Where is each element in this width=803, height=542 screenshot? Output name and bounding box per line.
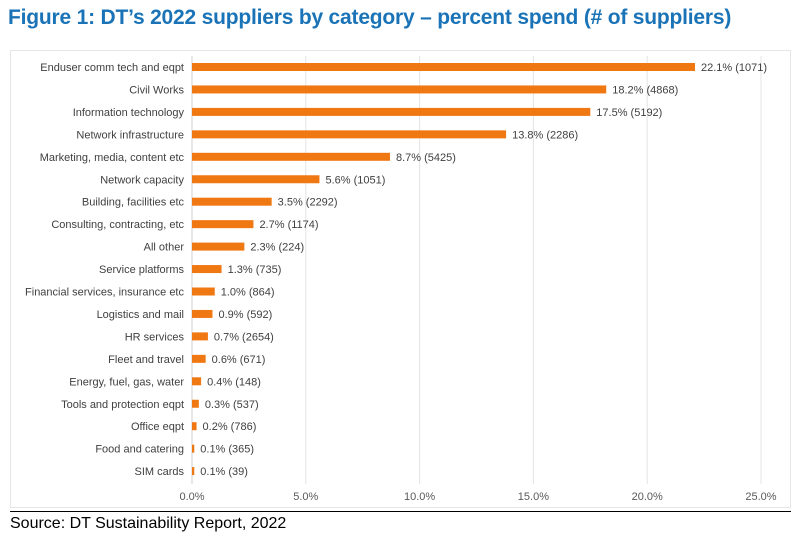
- data-label: 0.1% (39): [200, 466, 248, 478]
- x-tick-label: 0.0%: [179, 491, 204, 503]
- category-label: Marketing, media, content etc: [40, 152, 185, 164]
- bar: [192, 422, 197, 431]
- data-label: 13.8% (2286): [512, 129, 578, 141]
- category-label: Food and catering: [95, 444, 184, 456]
- bar: [192, 175, 320, 184]
- category-label: SIM cards: [134, 466, 184, 478]
- bar: [192, 220, 254, 229]
- source-divider: [10, 511, 791, 512]
- category-label: Network capacity: [100, 174, 184, 186]
- x-tick-label: 25.0%: [745, 491, 776, 503]
- data-label: 2.3% (224): [250, 242, 304, 254]
- category-label: HR services: [125, 331, 185, 343]
- category-label: Information technology: [73, 107, 185, 119]
- category-labels: Enduser comm tech and eqpt Civil Works Inf…: [25, 62, 184, 478]
- data-label: 0.3% (537): [205, 399, 259, 411]
- data-label: 2.7% (1174): [259, 219, 318, 231]
- bar: [192, 467, 195, 476]
- chart-frame: [10, 50, 791, 508]
- bar: [192, 130, 507, 139]
- bar: [192, 107, 591, 116]
- data-label: 0.2% (786): [203, 421, 257, 433]
- category-label: Service platforms: [99, 264, 184, 276]
- x-tick-label: 10.0%: [404, 491, 435, 503]
- x-tick-label: 15.0%: [518, 491, 549, 503]
- data-label: 0.6% (671): [212, 354, 266, 366]
- data-label: 17.5% (5192): [596, 107, 662, 119]
- bar: [192, 399, 199, 408]
- data-label: 0.9% (592): [218, 309, 272, 321]
- bar: [192, 444, 195, 453]
- category-label: Civil Works: [129, 84, 184, 96]
- category-label: Building, facilities etc: [82, 197, 185, 209]
- bar: [192, 242, 245, 251]
- bar: [192, 85, 607, 94]
- bar: [192, 354, 206, 363]
- category-label: Network infrastructure: [76, 129, 184, 141]
- bar: [192, 309, 213, 318]
- data-label: 0.4% (148): [207, 376, 261, 388]
- bar: [192, 287, 215, 296]
- data-label: 5.6% (1051): [325, 174, 385, 186]
- data-label: 18.2% (4868): [612, 84, 678, 96]
- data-label: 1.0% (864): [221, 287, 275, 299]
- bar: [192, 332, 208, 341]
- bar: [192, 377, 202, 386]
- category-label: All other: [144, 242, 185, 254]
- data-label: 8.7% (5425): [396, 152, 456, 164]
- data-label: 0.1% (365): [200, 444, 254, 456]
- x-tick-label: 5.0%: [293, 491, 318, 503]
- category-label: Energy, fuel, gas, water: [69, 376, 184, 388]
- category-label: Logistics and mail: [97, 309, 184, 321]
- category-label: Office eqpt: [131, 421, 184, 433]
- bar: [192, 197, 272, 206]
- category-label: Fleet and travel: [108, 354, 184, 366]
- bar: [192, 265, 222, 274]
- category-label: Financial services, insurance etc: [25, 287, 184, 299]
- category-label: Tools and protection eqpt: [61, 399, 184, 411]
- data-label: 22.1% (1071): [701, 62, 767, 74]
- data-label: 1.3% (735): [228, 264, 282, 276]
- bars: [192, 63, 695, 476]
- data-labels: 22.1% (1071) 18.2% (4868) 17.5% (5192) 13.8…: [200, 62, 767, 478]
- source-note: Source: DT Sustainability Report, 2022: [10, 515, 287, 532]
- data-label: 0.7% (2654): [214, 331, 274, 343]
- x-axis-ticks: 0.0% 5.0% 10.0% 15.0% 20.0% 25.0%: [179, 491, 776, 503]
- category-label: Consulting, contracting, etc: [51, 219, 184, 231]
- category-label: Enduser comm tech and eqpt: [40, 62, 184, 74]
- bar: [192, 63, 695, 71]
- data-label: 3.5% (2292): [278, 197, 338, 209]
- x-tick-label: 20.0%: [632, 491, 663, 503]
- gridlines: [191, 56, 762, 484]
- bar: [192, 152, 391, 161]
- chart-title: Figure 1: DT’s 2022 suppliers by categor…: [8, 6, 732, 29]
